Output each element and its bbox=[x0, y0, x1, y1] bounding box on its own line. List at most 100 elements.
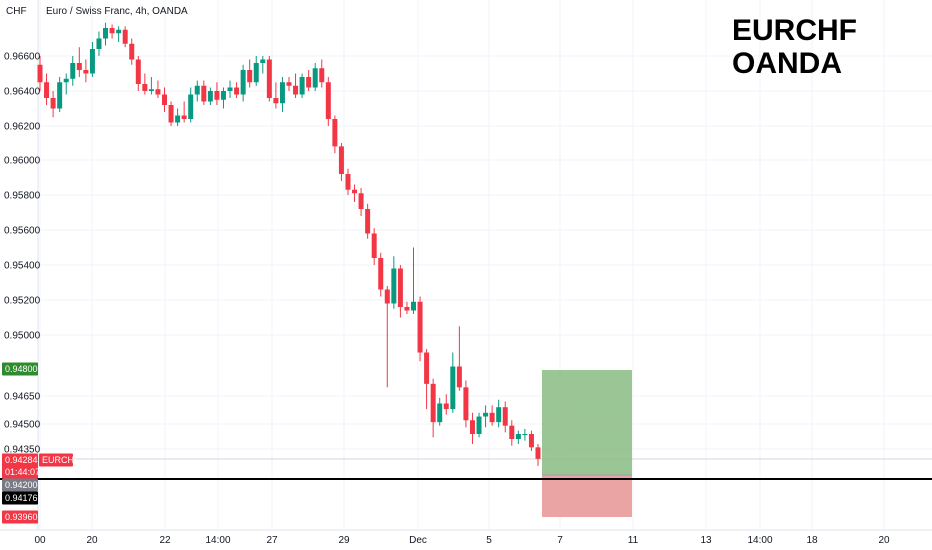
candle-body bbox=[37, 64, 43, 83]
candle bbox=[103, 22, 109, 46]
candle-body bbox=[188, 94, 194, 119]
candle-body bbox=[450, 366, 456, 410]
candle-body bbox=[528, 434, 534, 448]
price-tick-label: 0.95000 bbox=[4, 331, 41, 342]
time-tick-label: 13 bbox=[700, 535, 712, 546]
candle-body bbox=[109, 28, 115, 34]
candle-body bbox=[50, 98, 56, 109]
candle bbox=[273, 82, 279, 109]
candle bbox=[424, 349, 430, 410]
candle-body bbox=[220, 91, 226, 100]
candle bbox=[391, 256, 397, 309]
candle-body bbox=[181, 115, 187, 119]
candle bbox=[214, 82, 220, 105]
candle bbox=[122, 26, 128, 48]
candle bbox=[175, 108, 181, 126]
candle-body bbox=[286, 82, 292, 86]
candle-body bbox=[391, 268, 397, 304]
candle-body bbox=[358, 193, 364, 209]
price-tick-label: 0.96600 bbox=[4, 52, 41, 63]
time-tick-label: 11 bbox=[628, 535, 639, 546]
price-tick-label: 0.95400 bbox=[4, 261, 41, 272]
candle-body bbox=[279, 82, 285, 104]
time-tick-label: 29 bbox=[338, 535, 350, 546]
candle bbox=[437, 397, 443, 426]
candle-body bbox=[345, 174, 351, 190]
price-tick-label: 0.96200 bbox=[4, 122, 41, 133]
candle bbox=[293, 73, 299, 98]
currency-label: CHF bbox=[6, 6, 27, 17]
candle-body bbox=[103, 28, 109, 39]
candle-body bbox=[312, 68, 318, 88]
candle bbox=[148, 77, 154, 95]
candle-body bbox=[273, 98, 279, 104]
candle bbox=[76, 47, 82, 77]
price-tag bbox=[2, 478, 38, 492]
candle-body bbox=[135, 59, 141, 84]
candle bbox=[358, 188, 364, 216]
candle bbox=[515, 430, 521, 444]
candle-body bbox=[515, 434, 521, 439]
candle bbox=[168, 101, 174, 126]
candle bbox=[234, 82, 240, 98]
candle bbox=[260, 56, 266, 74]
candle bbox=[306, 70, 312, 91]
candle bbox=[240, 64, 246, 102]
candle-body bbox=[417, 301, 423, 353]
candle-body bbox=[476, 416, 482, 434]
candle bbox=[456, 326, 462, 391]
candle bbox=[476, 412, 482, 438]
time-tick-label: 22 bbox=[159, 535, 171, 546]
candle bbox=[220, 87, 226, 109]
candle bbox=[109, 24, 115, 39]
candle bbox=[325, 77, 331, 126]
candle bbox=[404, 301, 410, 314]
candle-body bbox=[96, 38, 102, 49]
candle bbox=[194, 80, 200, 102]
candle bbox=[502, 401, 508, 433]
candle-body bbox=[456, 366, 462, 388]
candle bbox=[417, 296, 423, 362]
candle-body bbox=[129, 43, 135, 60]
candle bbox=[378, 252, 384, 297]
candle bbox=[371, 228, 377, 265]
candle-body bbox=[306, 77, 312, 88]
candle-body bbox=[266, 59, 272, 98]
candle-body bbox=[148, 89, 154, 91]
candle-body bbox=[155, 89, 161, 95]
candle-body bbox=[338, 146, 344, 174]
candle bbox=[155, 80, 161, 98]
time-tick-label: 7 bbox=[557, 535, 563, 546]
price-tag bbox=[2, 465, 38, 479]
candle-body bbox=[489, 412, 495, 423]
long-position-tool[interactable] bbox=[542, 370, 632, 517]
candle-body bbox=[240, 70, 246, 95]
candle bbox=[227, 80, 233, 98]
time-axis-ticks: 00 20 22 14:00 27 29 Dec 5 7 11 13 14:00 18 20 bbox=[34, 535, 890, 546]
candle-body bbox=[70, 63, 76, 79]
candle bbox=[37, 56, 43, 91]
candle bbox=[135, 56, 141, 91]
candle-body bbox=[122, 29, 128, 44]
price-tag bbox=[2, 491, 38, 505]
candle-body bbox=[162, 94, 167, 105]
candle bbox=[207, 87, 213, 105]
candle-body bbox=[207, 91, 213, 102]
price-tag bbox=[2, 453, 38, 467]
candle bbox=[384, 286, 390, 388]
candle bbox=[443, 394, 449, 415]
price-tag-label: 0.93960 bbox=[5, 512, 38, 522]
time-tick-label: 5 bbox=[486, 535, 492, 546]
time-tick-label: 18 bbox=[806, 535, 818, 546]
candle-body bbox=[116, 29, 122, 34]
price-tick-label: 0.94350 bbox=[4, 445, 41, 456]
candle bbox=[411, 247, 416, 314]
candle-body bbox=[142, 84, 148, 91]
candle-body bbox=[194, 85, 200, 95]
price-tag-label: 0.94800 bbox=[5, 364, 38, 374]
candle-body bbox=[365, 209, 371, 234]
price-axis-ticks: 0.96600 0.96400 0.96200 0.96000 0.95800 0.956… bbox=[4, 52, 41, 456]
candle-body bbox=[57, 82, 63, 109]
candle-body bbox=[299, 77, 305, 95]
